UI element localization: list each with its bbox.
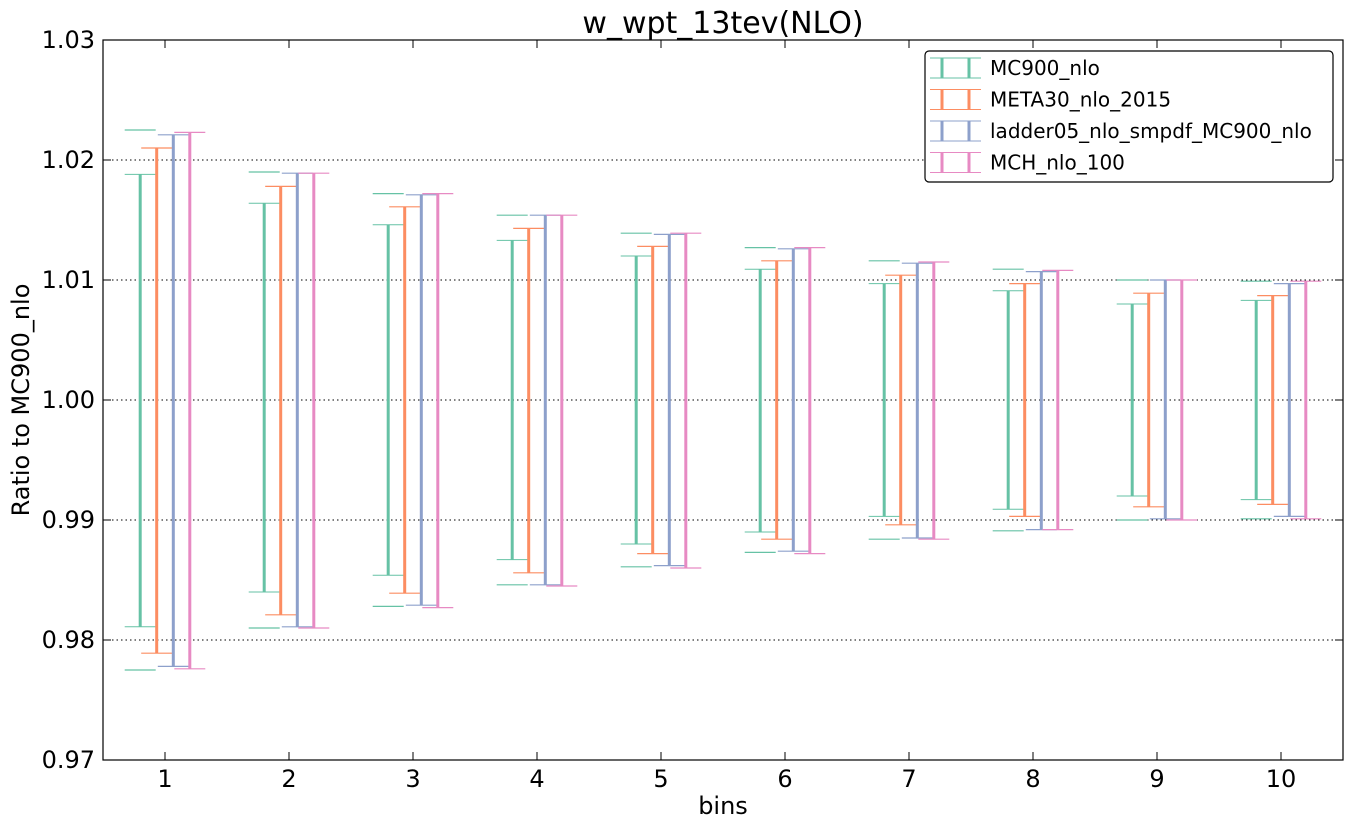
x-tick-label: 6: [777, 765, 792, 793]
legend-box: [924, 50, 1334, 183]
x-tick-label: 3: [405, 765, 420, 793]
x-tick-label: 8: [1025, 765, 1040, 793]
legend-label: META30_nlo_2015: [990, 88, 1171, 112]
x-tick-label: 5: [653, 765, 668, 793]
y-tick-label: 1.03: [42, 26, 95, 54]
x-axis-label: bins: [698, 792, 748, 820]
chart-title: w_wpt_13tev(NLO): [582, 6, 863, 41]
axis-ticks: 0.97 0.98 0.99 1.00 1.01 1.02 1.03 1 2 3 4 5 6 7 8 9 10: [42, 26, 1343, 793]
y-tick-label: 0.99: [42, 506, 95, 534]
legend: MC900_nlo META30_nlo_2015 ladder05_nlo_smp…: [924, 50, 1334, 183]
x-tick-label: 4: [529, 765, 544, 793]
y-tick-label: 0.97: [42, 746, 95, 774]
x-tick-label: 9: [1149, 765, 1164, 793]
legend-label: MC900_nlo: [990, 56, 1100, 80]
y-tick-label: 1.02: [42, 146, 95, 174]
y-tick-label: 1.01: [42, 266, 95, 294]
x-tick-label: 10: [1266, 765, 1297, 793]
y-tick-label: 1.00: [42, 386, 95, 414]
y-axis-label: Ratio to MC900_nlo: [7, 284, 35, 517]
x-tick-label: 1: [157, 765, 172, 793]
y-tick-label: 0.98: [42, 626, 95, 654]
legend-label: ladder05_nlo_smpdf_MC900_nlo: [990, 119, 1312, 143]
error-bars: [124, 129, 1322, 671]
legend-label: MCH_nlo_100: [990, 151, 1125, 175]
x-tick-label: 2: [281, 765, 296, 793]
grid-lines: [103, 159, 1343, 641]
x-tick-label: 7: [901, 765, 916, 793]
